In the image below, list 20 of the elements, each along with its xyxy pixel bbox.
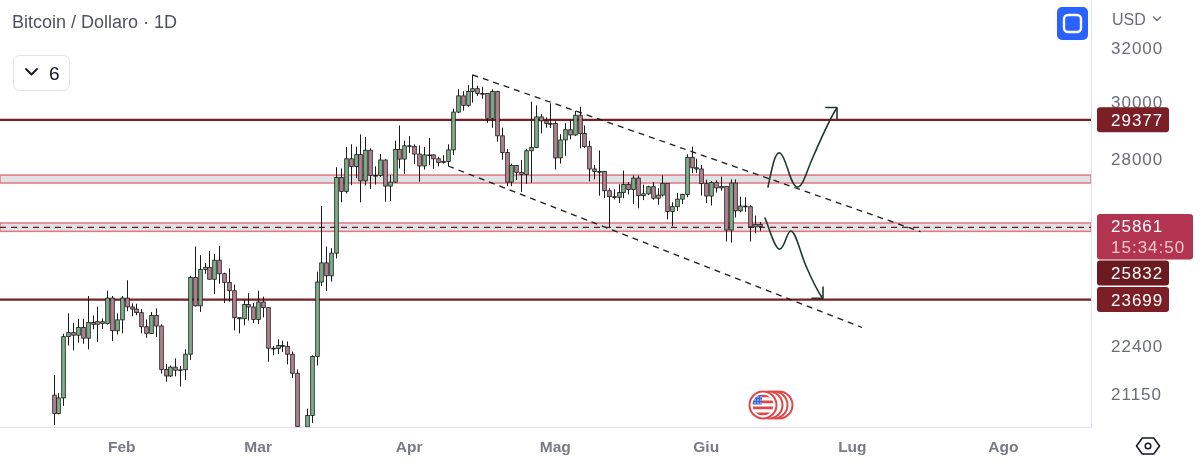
- x-tick-label: Giu: [693, 438, 720, 455]
- annotation: 6: [49, 62, 60, 84]
- y-tick-label: 22400: [1111, 337, 1164, 357]
- x-tick-label: Feb: [107, 438, 136, 455]
- x-tick-label: Mar: [244, 438, 272, 455]
- y-tick-label: 32000: [1111, 38, 1164, 58]
- ref-line-label: 23699: [1111, 290, 1164, 310]
- y-tick-label: 21150: [1111, 385, 1163, 405]
- text: Bitcoin / Dollaro · 1D: [12, 12, 178, 32]
- ref-line-label: 29377: [1111, 110, 1164, 130]
- text: 25861: [1111, 216, 1164, 236]
- ref-line-label: 25832: [1111, 263, 1164, 283]
- x-tick-label: Ago: [988, 438, 1019, 455]
- y-axis-title: USD: [1112, 10, 1146, 28]
- x-tick-label: Mag: [539, 438, 571, 455]
- x-tick-label: Apr: [395, 438, 423, 455]
- x-tick-label: Lug: [838, 438, 867, 455]
- y-tick-label: 30000: [1111, 92, 1164, 112]
- text: 15:34:50: [1111, 237, 1186, 257]
- y-tick-label: 28000: [1111, 150, 1164, 170]
